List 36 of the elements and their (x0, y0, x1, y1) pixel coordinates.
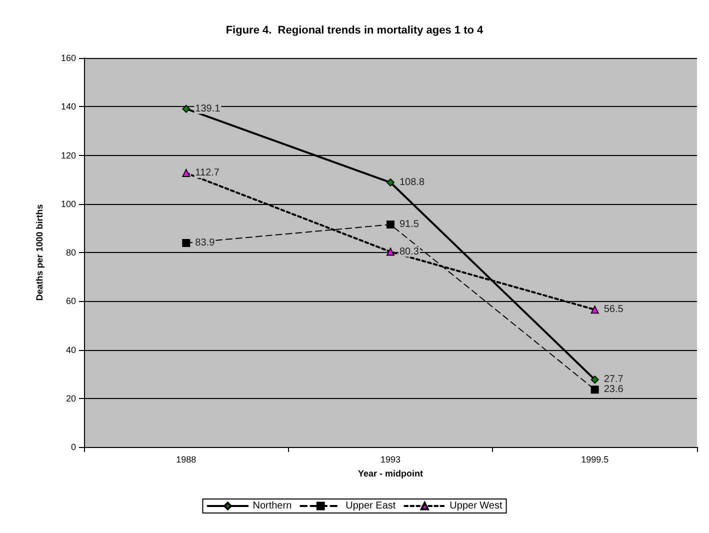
x-axis-title: Year - midpoint (358, 468, 424, 478)
point (386, 178, 394, 186)
data-label: 80.3 (400, 246, 420, 258)
point (590, 386, 599, 394)
point (590, 376, 599, 384)
point (590, 306, 599, 314)
chart-title: Figure 4. Regional trends in mortality ages 1 to 4 (226, 24, 484, 36)
y-tick-label: 120 (60, 150, 76, 160)
point (386, 248, 394, 256)
data-label: 27.7 (604, 374, 624, 386)
legend-label: Upper West (450, 500, 502, 512)
data-label: 112.7 (195, 168, 220, 178)
data-label: 108.8 (400, 176, 425, 188)
data-label: 91.5 (400, 219, 420, 230)
y-tick-label: 160 (60, 53, 76, 63)
legend-label: Northern (252, 500, 292, 512)
x-tick-label: 1988 (176, 454, 196, 464)
point (182, 104, 190, 113)
y-tick-label: 140 (60, 102, 76, 112)
y-tick-label: 0 (70, 442, 76, 452)
y-tick-label: 80 (66, 248, 76, 258)
y-tick-label: 40 (66, 344, 76, 355)
point (182, 239, 190, 248)
y-tick-label: 100 (60, 198, 76, 209)
x-tick-label: 1999.5 (581, 454, 609, 464)
data-label: 23.6 (604, 384, 624, 396)
y-tick-label: 60 (66, 296, 76, 306)
legend-label: Upper East (346, 500, 396, 512)
data-label: 139.1 (195, 103, 221, 114)
data-label: 56.5 (604, 304, 624, 316)
point (182, 169, 190, 177)
point (386, 220, 394, 229)
y-axis-title: Deaths per 1000 births (34, 204, 44, 301)
y-tick-label: 20 (66, 393, 76, 404)
x-tick-label: 1993 (380, 454, 401, 464)
data-label: 83.9 (195, 238, 216, 249)
